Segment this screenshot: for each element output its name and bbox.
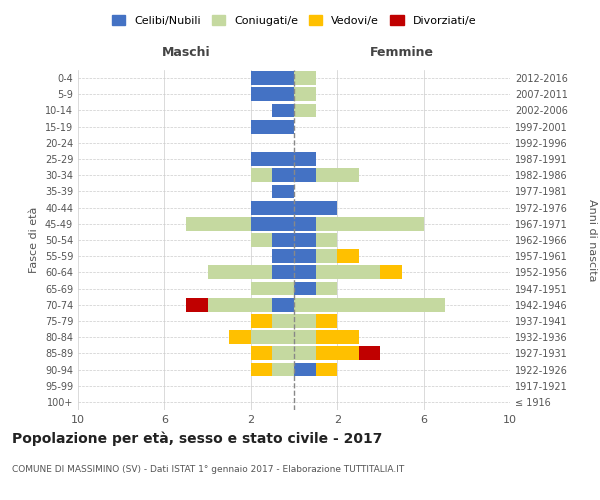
Bar — [251, 282, 294, 296]
Bar — [186, 298, 208, 312]
Bar — [316, 266, 380, 280]
Bar — [337, 250, 359, 263]
Bar — [251, 88, 294, 101]
Bar — [251, 217, 294, 230]
Bar — [251, 71, 294, 85]
Bar — [316, 362, 337, 376]
Bar — [251, 152, 294, 166]
Bar — [294, 152, 316, 166]
Bar — [294, 168, 316, 182]
Bar — [294, 250, 316, 263]
Y-axis label: Fasce di età: Fasce di età — [29, 207, 39, 273]
Text: Popolazione per età, sesso e stato civile - 2017: Popolazione per età, sesso e stato civil… — [12, 431, 382, 446]
Bar — [294, 282, 316, 296]
Bar — [294, 200, 337, 214]
Bar — [359, 346, 380, 360]
Bar — [294, 217, 316, 230]
Bar — [294, 362, 316, 376]
Bar — [316, 168, 359, 182]
Bar — [229, 330, 251, 344]
Bar — [316, 346, 359, 360]
Bar — [316, 217, 424, 230]
Bar — [272, 298, 294, 312]
Text: Anni di nascita: Anni di nascita — [587, 198, 597, 281]
Bar — [294, 71, 316, 85]
Bar — [272, 104, 294, 118]
Bar — [294, 266, 316, 280]
Bar — [294, 104, 316, 118]
Legend: Celibi/Nubili, Coniugati/e, Vedovi/e, Divorziati/e: Celibi/Nubili, Coniugati/e, Vedovi/e, Di… — [107, 10, 481, 30]
Bar — [294, 233, 316, 247]
Text: COMUNE DI MASSIMINO (SV) - Dati ISTAT 1° gennaio 2017 - Elaborazione TUTTITALIA.: COMUNE DI MASSIMINO (SV) - Dati ISTAT 1°… — [12, 466, 404, 474]
Bar — [380, 266, 402, 280]
Bar — [272, 233, 294, 247]
Bar — [294, 88, 316, 101]
Bar — [294, 330, 316, 344]
Bar — [251, 314, 272, 328]
Bar — [294, 298, 445, 312]
Bar — [251, 233, 272, 247]
Bar — [272, 362, 294, 376]
Text: Maschi: Maschi — [161, 46, 211, 59]
Bar — [251, 346, 272, 360]
Bar — [272, 346, 294, 360]
Bar — [272, 168, 294, 182]
Bar — [251, 362, 272, 376]
Bar — [294, 314, 316, 328]
Bar — [272, 184, 294, 198]
Bar — [316, 282, 337, 296]
Text: Femmine: Femmine — [370, 46, 434, 59]
Bar — [316, 250, 337, 263]
Bar — [251, 120, 294, 134]
Bar — [251, 330, 294, 344]
Bar — [316, 330, 359, 344]
Bar — [272, 314, 294, 328]
Bar — [316, 314, 337, 328]
Bar — [208, 266, 272, 280]
Bar — [272, 266, 294, 280]
Bar — [272, 250, 294, 263]
Bar — [208, 298, 272, 312]
Bar — [294, 346, 316, 360]
Bar — [251, 200, 294, 214]
Bar — [316, 233, 337, 247]
Bar — [251, 168, 272, 182]
Bar — [186, 217, 251, 230]
